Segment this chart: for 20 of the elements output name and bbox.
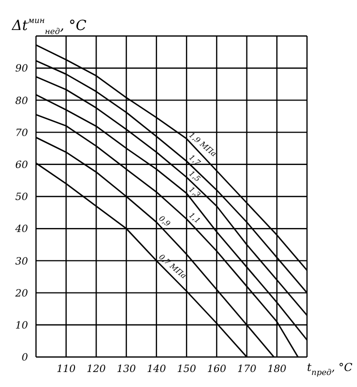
- y-tick-label: 80: [15, 96, 29, 107]
- x-tick-label: 120: [86, 364, 106, 376]
- x-tick-label: 150: [177, 364, 197, 376]
- x-tick-label: 170: [237, 364, 257, 376]
- x-tick-label: 130: [116, 364, 137, 376]
- x-tick-label: 110: [56, 364, 76, 376]
- y-tick-label: 50: [15, 192, 29, 204]
- y-tick-label: 0: [22, 352, 29, 364]
- y-tick-label: 60: [15, 160, 29, 171]
- y-tick-label: 20: [14, 288, 29, 300]
- y-tick-label: 30: [15, 256, 29, 268]
- y-axis-title: Δt$^{мин}$$_{нед}$, °C: [11, 16, 87, 36]
- x-tick-label: 180: [267, 364, 288, 376]
- x-axis-title: t$_{пред}$, °C: [307, 361, 353, 377]
- x-tick-label: 160: [207, 364, 227, 376]
- y-tick-label: 40: [14, 224, 29, 236]
- y-tick-label: 90: [15, 64, 29, 75]
- y-tick-label: 10: [15, 320, 29, 332]
- x-tick-label: 140: [146, 364, 167, 376]
- y-tick-label: 70: [15, 128, 29, 139]
